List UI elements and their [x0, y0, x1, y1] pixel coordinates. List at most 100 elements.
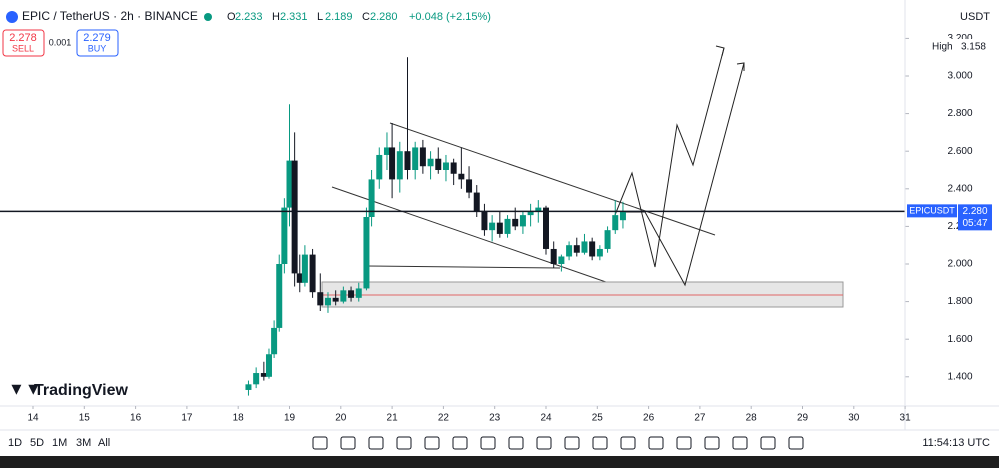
buy-button[interactable] [76, 29, 119, 57]
sell-label[interactable]: SELL [12, 43, 34, 53]
time-tick-label: 26 [643, 413, 655, 424]
candle-body [573, 245, 580, 253]
time-tick-label: 16 [130, 413, 142, 424]
candle-body [504, 218, 511, 234]
price-tick-label: 1.400 [947, 371, 972, 382]
symbol-title: EPIC / TetherUS · 2h · BINANCE [22, 9, 198, 23]
symbol-badge [907, 204, 957, 218]
tool-icon[interactable] [340, 436, 356, 450]
candle-body [317, 292, 324, 306]
tool-icon[interactable] [732, 436, 748, 450]
high-value: 3.158 [961, 42, 986, 53]
tool-icon[interactable] [508, 436, 524, 450]
price-badge-value: 2.280 [962, 206, 987, 217]
sell-button[interactable] [2, 29, 45, 57]
ohlc-key: C [362, 11, 370, 23]
tool-icon[interactable] [564, 436, 580, 450]
clock: 11:54:13 UTC [922, 437, 990, 449]
price-tick-label: 3.200 [947, 33, 972, 44]
candle-body [466, 179, 473, 193]
os-strip [0, 456, 999, 468]
candle-body [473, 192, 480, 212]
support-line [365, 265, 561, 269]
candle-body [389, 147, 396, 180]
change: +0.048 (+2.15%) [409, 11, 491, 23]
candle-body [301, 254, 308, 283]
candle-body [619, 211, 626, 221]
candle-body [324, 297, 331, 306]
tool-icon[interactable] [480, 436, 496, 450]
candle-body [550, 248, 557, 264]
arrow-head-2 [736, 62, 745, 71]
tool-icon[interactable] [368, 436, 384, 450]
ohlc-key: H [272, 11, 280, 23]
buy-label[interactable]: BUY [88, 43, 107, 53]
time-tick-label: 29 [797, 413, 809, 424]
range-button[interactable]: 5D [30, 437, 44, 449]
candle-body [276, 264, 283, 328]
buy-price[interactable]: 2.279 [83, 32, 111, 44]
arrow-head-1 [715, 45, 725, 57]
tool-icon[interactable] [676, 436, 692, 450]
range-button[interactable]: 3M [76, 437, 91, 449]
candle-body [340, 290, 347, 302]
candle-body [535, 207, 542, 212]
candle-body [309, 254, 316, 293]
time-tick-label: 24 [540, 413, 552, 424]
high-badge [928, 39, 988, 54]
status-dot [204, 13, 212, 21]
candle-body [458, 173, 465, 180]
tool-icon[interactable] [312, 436, 328, 450]
time-tick-label: 22 [438, 413, 450, 424]
tool-icon[interactable] [648, 436, 664, 450]
chart-area [0, 45, 905, 396]
tool-icon[interactable] [424, 436, 440, 450]
range-button[interactable]: 1D [8, 437, 22, 449]
time-tick-label: 27 [694, 413, 706, 424]
candle-body [450, 162, 457, 174]
price-tick-label: 2.400 [947, 183, 972, 194]
ohlc-key: L [317, 11, 323, 23]
tool-icon[interactable] [536, 436, 552, 450]
candle-body [412, 147, 419, 170]
tool-icon[interactable] [452, 436, 468, 450]
range-button[interactable]: 1M [52, 437, 67, 449]
candle-body [286, 160, 293, 208]
channel-bottom [331, 186, 656, 300]
tool-icon[interactable] [788, 436, 804, 450]
tool-icon[interactable] [620, 436, 636, 450]
symbol-badge-text: EPICUSDT [909, 206, 955, 216]
range-button[interactable]: All [98, 437, 110, 449]
time-tick-label: 30 [848, 413, 860, 424]
ohlc-value: 2.233 [235, 11, 263, 23]
price-tick-label: 1.800 [947, 296, 972, 307]
high-label: High [932, 42, 953, 53]
sell-price[interactable]: 2.278 [9, 32, 37, 44]
tool-icon[interactable] [760, 436, 776, 450]
time-tick-label: 15 [79, 413, 91, 424]
price-tick-label: 2.000 [947, 259, 972, 270]
candle-body [442, 162, 449, 170]
time-tick-label: 28 [746, 413, 758, 424]
tool-icon[interactable] [396, 436, 412, 450]
ohlc: O 2.233 H 2.331 L 2.189 C 2.280 +0.048 (+2.15%) [227, 11, 491, 23]
candle-body [589, 241, 596, 257]
tool-icon[interactable] [592, 436, 608, 450]
candle-body [253, 373, 260, 385]
candle-body [348, 290, 355, 298]
candle-body [512, 218, 519, 227]
candle-body [481, 211, 488, 231]
currency[interactable]: USDT [960, 11, 990, 23]
candle-body [612, 215, 619, 231]
candle-body [427, 158, 434, 167]
candle-body [368, 179, 375, 217]
candle-body [396, 151, 403, 180]
time-tick-label: 23 [489, 413, 501, 424]
tool-icon[interactable] [704, 436, 720, 450]
candle-body [435, 158, 442, 170]
candle-body [581, 241, 588, 253]
candle-body [363, 217, 370, 289]
price-badge-countdown: 05:47 [962, 218, 987, 229]
ohlc-value: 2.331 [280, 11, 308, 23]
candle-body [489, 222, 496, 231]
